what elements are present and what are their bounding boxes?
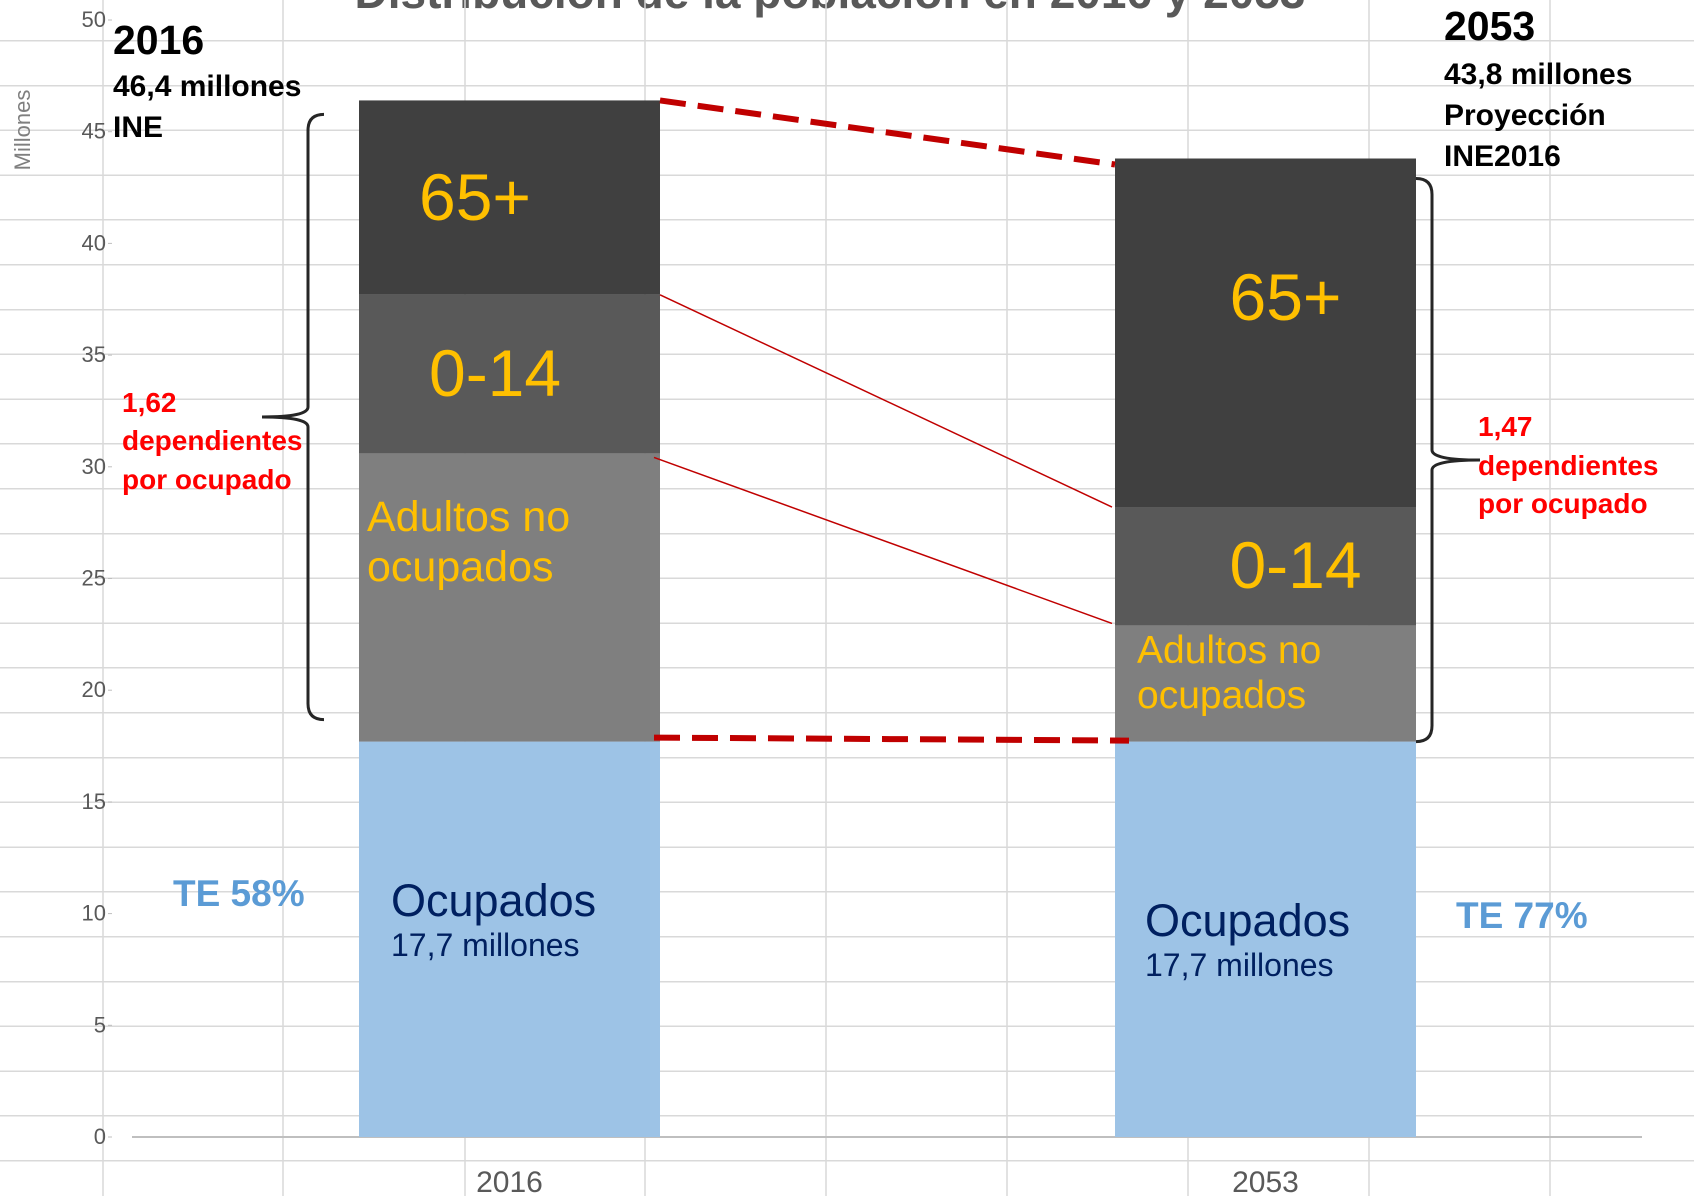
segment-label-box: 65+	[1115, 159, 1416, 508]
bar-segment	[359, 453, 660, 742]
segment-label: 0-14	[429, 336, 562, 411]
y-tick-label: 40	[82, 230, 106, 255]
y-tick-label: 45	[82, 119, 106, 144]
y-tick-label: 15	[82, 789, 106, 814]
annotation: 46,4 millones	[113, 70, 302, 103]
annotation: dependientes	[122, 425, 303, 456]
annotation: TE 77%	[1456, 895, 1588, 936]
dashed-connector	[659, 97, 1116, 168]
annotation: INE2016	[1444, 140, 1561, 173]
y-tick-label: 0	[94, 1124, 106, 1149]
segment-label-box: 0-14	[1115, 507, 1416, 625]
segment-label-box: Adultos no ocupados	[359, 453, 660, 741]
x-tick-label: 2016	[476, 1166, 543, 1196]
y-tick-label: 5	[94, 1012, 106, 1037]
y-tick-label: 25	[82, 566, 106, 591]
y-tick-label: 50	[82, 7, 106, 32]
segment-label-box: 65+	[359, 100, 660, 294]
bar-segment	[1115, 507, 1416, 626]
brace	[261, 112, 325, 722]
bar-segment	[359, 741, 660, 1137]
x-tick-label: 2053	[1232, 1166, 1299, 1196]
segment-label-box: Adultos no ocupados	[1115, 625, 1416, 741]
thin-connector	[653, 456, 1113, 625]
segment-label-box: Ocupados 17,7 millones	[1115, 742, 1416, 1137]
bar-segment	[1115, 625, 1416, 742]
segment-label: Ocupados	[391, 875, 597, 926]
value-label: 17,7 millones	[391, 926, 580, 963]
bar-segment	[359, 294, 660, 454]
annotation: por ocupado	[1478, 488, 1648, 519]
dashed-connector	[653, 734, 1130, 744]
y-tick-label: 20	[82, 677, 106, 702]
brace	[1415, 177, 1481, 744]
segment-label-box: Ocupados 17,7 millones	[359, 742, 660, 1137]
thin-connector	[659, 294, 1113, 508]
annotation: INE	[113, 111, 164, 144]
segment-label: 0-14	[1229, 528, 1362, 603]
y-tick-label: 30	[82, 454, 106, 479]
segment-label: Ocupados	[1145, 895, 1351, 946]
annotation: TE 58%	[173, 873, 305, 914]
y-axis-label: Millones	[10, 90, 35, 171]
segment-label: Adultos no ocupados	[367, 493, 571, 591]
y-tick-label: 35	[82, 342, 106, 367]
segment-label: 65+	[1229, 259, 1342, 334]
value-label: 17,7 millones	[1145, 946, 1334, 983]
annotation: por ocupado	[122, 464, 292, 495]
annotation: dependientes	[1478, 450, 1659, 481]
annotation: 1,47	[1478, 411, 1533, 442]
segment-label: 65+	[419, 159, 531, 234]
annotation: Proyección	[1444, 99, 1606, 132]
bar-segment	[1115, 741, 1416, 1137]
y-tick-label: 10	[82, 901, 106, 926]
bar-segment	[1115, 158, 1416, 508]
annotation: 1,62	[122, 387, 177, 418]
segment-label: Adultos no ocupados	[1137, 629, 1322, 718]
annotation: 43,8 millones	[1444, 58, 1633, 91]
chart-title: Distribución de la población en 2016 y 2…	[355, 0, 1306, 18]
segment-label-box: 0-14	[359, 295, 660, 454]
annotation: 2053	[1444, 3, 1536, 49]
bar-segment	[359, 100, 660, 295]
annotation: 2016	[113, 17, 205, 63]
